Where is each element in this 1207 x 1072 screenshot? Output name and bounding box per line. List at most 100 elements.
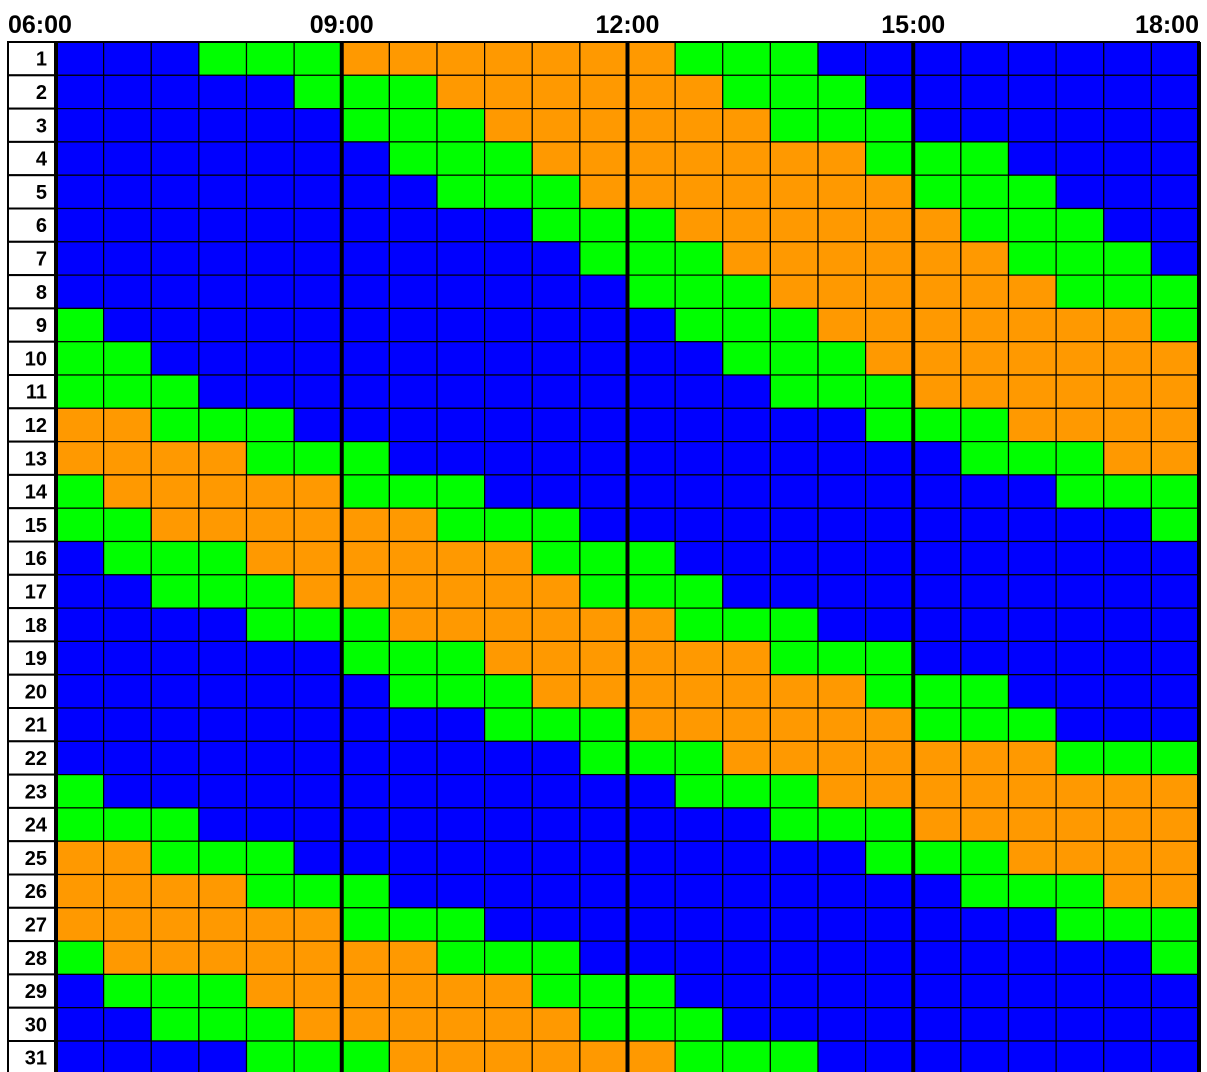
heatmap-cell [150, 141, 200, 176]
heatmap-cell [579, 940, 629, 975]
heatmap-cell [1103, 107, 1152, 143]
heatmap-cell [817, 773, 867, 809]
heatmap-cell [388, 1040, 438, 1072]
heatmap-cell [245, 107, 295, 143]
heatmap-cell [341, 873, 390, 909]
heatmap-cell [626, 773, 676, 809]
heatmap-cell [245, 1040, 295, 1072]
heatmap-cell [341, 574, 390, 609]
heatmap-cell [55, 141, 105, 176]
heatmap-cell [960, 407, 1010, 443]
heatmap-cell [103, 341, 152, 376]
heatmap-cell [960, 1007, 1010, 1042]
heatmap-cell [388, 41, 438, 76]
heatmap-cell [103, 773, 152, 809]
heatmap-cell [626, 41, 676, 76]
heatmap-cell [1103, 640, 1152, 676]
heatmap-cell [769, 174, 819, 210]
heatmap-cell [579, 407, 629, 443]
heatmap-cell [1055, 241, 1105, 276]
heatmap-cell [865, 674, 914, 709]
row-label: 28 [25, 948, 47, 970]
heatmap-cell [293, 873, 343, 909]
heatmap-cell [1055, 807, 1105, 842]
heatmap-cell [531, 74, 581, 110]
heatmap-cell [293, 107, 343, 143]
heatmap-cell [769, 707, 819, 742]
heatmap-cell [198, 74, 248, 110]
heatmap-cell [103, 74, 152, 110]
heatmap-cell [245, 807, 295, 842]
heatmap-cell [245, 773, 295, 809]
heatmap-cell [436, 973, 486, 1009]
heatmap-cell [960, 840, 1010, 876]
heatmap-cell [103, 474, 152, 509]
time-tick-label: 06:00 [8, 11, 72, 39]
heatmap-cell [341, 307, 390, 343]
heatmap-cell [865, 341, 914, 376]
heatmap-cell [1103, 607, 1152, 642]
heatmap-cell [722, 973, 771, 1009]
heatmap-cell [1103, 807, 1152, 842]
heatmap-cell [674, 141, 724, 176]
heatmap-cell [674, 307, 724, 343]
heatmap-cell [436, 740, 486, 776]
heatmap-cell [293, 1040, 343, 1072]
heatmap-cell [198, 441, 248, 476]
heatmap-cell [1150, 374, 1200, 409]
heatmap-cell [722, 840, 771, 876]
heatmap-cell [55, 540, 105, 576]
heatmap-cell [245, 574, 295, 609]
heatmap-cell [341, 940, 390, 975]
heatmap-cell [436, 407, 486, 443]
heatmap-cell [1007, 407, 1057, 443]
heatmap-cell [722, 441, 771, 476]
heatmap-cell [960, 74, 1010, 110]
heatmap-cell [960, 441, 1010, 476]
heatmap-cell [769, 640, 819, 676]
heatmap-cell [1103, 407, 1152, 443]
heatmap-cell [817, 740, 867, 776]
heatmap-frame [55, 41, 1200, 1072]
heatmap-cell [198, 707, 248, 742]
heatmap-cell [341, 374, 390, 409]
heatmap-cell [626, 807, 676, 842]
heatmap-cell [484, 241, 533, 276]
heatmap-cell [341, 907, 390, 942]
heatmap-cell [293, 307, 343, 343]
heatmap-cell [1150, 507, 1200, 543]
heatmap-cell [1150, 707, 1200, 742]
heatmap-cell [817, 507, 867, 543]
heatmap-cell [341, 674, 390, 709]
heatmap-cell [1055, 74, 1105, 110]
heatmap-cell [484, 307, 533, 343]
heatmap-cell [341, 407, 390, 443]
heatmap-cell [579, 274, 629, 310]
heatmap-cell [912, 307, 962, 343]
heatmap-cell [769, 341, 819, 376]
heatmap-cell [198, 107, 248, 143]
heatmap-cell [769, 807, 819, 842]
heatmap-cell [1103, 907, 1152, 942]
heatmap-cell [769, 507, 819, 543]
heatmap-cell [579, 740, 629, 776]
heatmap-cell [626, 540, 676, 576]
heatmap-cell [293, 574, 343, 609]
heatmap-cell [674, 174, 724, 210]
heatmap-cell [674, 407, 724, 443]
heatmap-cell [484, 707, 533, 742]
heatmap-cell [388, 174, 438, 210]
heatmap-cell [626, 674, 676, 709]
heatmap-cell [912, 540, 962, 576]
row-label: 12 [25, 415, 47, 437]
heatmap-cells [55, 41, 1200, 1072]
heatmap-cell [865, 207, 914, 243]
heatmap-cell [626, 707, 676, 742]
row-label: 19 [25, 648, 47, 670]
heatmap-cell [198, 507, 248, 543]
heatmap-cell [912, 174, 962, 210]
heatmap-cell [198, 407, 248, 443]
heatmap-cell [912, 574, 962, 609]
row-label: 16 [25, 548, 47, 570]
heatmap-cell [1055, 607, 1105, 642]
